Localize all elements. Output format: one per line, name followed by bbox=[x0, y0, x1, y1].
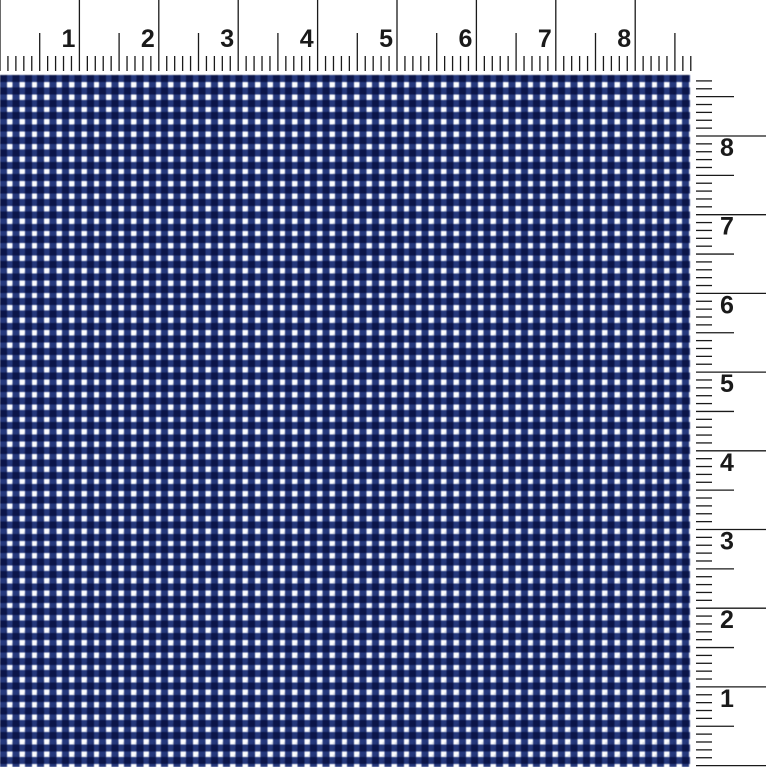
svg-text:3: 3 bbox=[720, 528, 734, 556]
svg-text:1: 1 bbox=[720, 685, 734, 713]
svg-text:8: 8 bbox=[720, 134, 734, 162]
svg-text:2: 2 bbox=[720, 606, 734, 634]
svg-text:7: 7 bbox=[720, 213, 734, 241]
svg-text:4: 4 bbox=[720, 449, 734, 477]
svg-text:6: 6 bbox=[720, 291, 734, 319]
svg-text:5: 5 bbox=[720, 370, 734, 398]
